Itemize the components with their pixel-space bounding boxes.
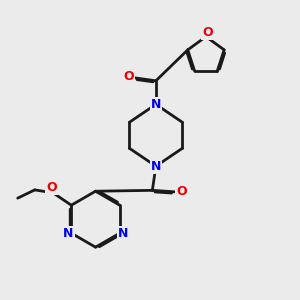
Text: O: O [46, 181, 57, 194]
Text: N: N [63, 227, 74, 240]
Text: N: N [151, 160, 161, 173]
Text: O: O [176, 185, 187, 198]
Text: N: N [151, 98, 161, 111]
Text: O: O [123, 70, 134, 83]
Text: N: N [118, 227, 128, 240]
Text: O: O [202, 26, 213, 39]
